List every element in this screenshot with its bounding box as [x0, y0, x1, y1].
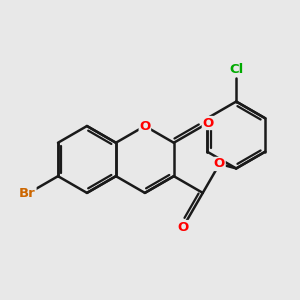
Text: Cl: Cl — [229, 63, 243, 76]
Text: O: O — [202, 116, 214, 130]
Text: O: O — [177, 220, 189, 234]
Text: Br: Br — [19, 187, 36, 200]
Text: O: O — [139, 119, 151, 133]
Text: O: O — [214, 158, 225, 170]
